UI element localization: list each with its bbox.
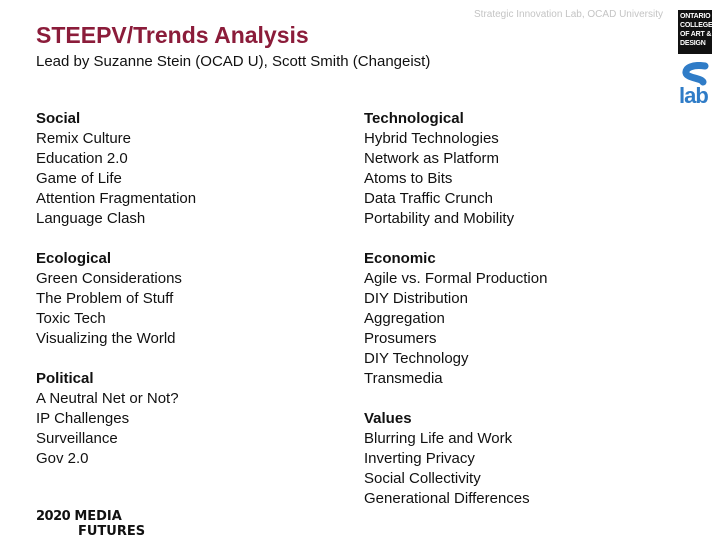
footer-logo-futures: FUTURES: [78, 524, 146, 539]
trend-item: Prosumers: [364, 330, 437, 347]
slide-title: STEEPV/Trends Analysis: [36, 22, 309, 48]
trend-item: The Problem of Stuff: [36, 290, 174, 307]
category-heading: Technological: [364, 110, 464, 127]
category-heading: Economic: [364, 250, 436, 267]
right-column: Technological Hybrid Technologies Networ…: [364, 109, 684, 529]
category-heading: Values: [364, 410, 412, 427]
ocad-logo-line: OF ART &: [680, 31, 712, 38]
category-social: Social Remix Culture Education 2.0 Game …: [36, 109, 336, 229]
trend-item: DIY Technology: [364, 350, 469, 367]
trend-item: Generational Differences: [364, 490, 530, 507]
trend-item: Game of Life: [36, 170, 122, 187]
header-credit: Strategic Innovation Lab, OCAD Universit…: [474, 9, 663, 20]
category-ecological: Ecological Green Considerations The Prob…: [36, 249, 336, 349]
category-political: Political A Neutral Net or Not? IP Chall…: [36, 369, 336, 469]
category-heading: Social: [36, 110, 81, 127]
ocad-logo-line: COLLEGE: [680, 22, 712, 29]
trend-item: Social Collectivity: [364, 470, 481, 487]
slab-s-icon: [682, 62, 709, 86]
slab-word: lab: [679, 83, 709, 108]
category-values: Values Blurring Life and Work Inverting …: [364, 409, 684, 509]
category-heading: Ecological: [36, 250, 112, 267]
slide-subtitle: Lead by Suzanne Stein (OCAD U), Scott Sm…: [36, 53, 431, 70]
trend-item: Education 2.0: [36, 150, 128, 167]
category-technological: Technological Hybrid Technologies Networ…: [364, 109, 684, 229]
trend-item: Remix Culture: [36, 130, 132, 147]
trend-item: Inverting Privacy: [364, 450, 475, 467]
trend-item: Network as Platform: [364, 150, 500, 167]
ocad-logo: ONTARIO COLLEGE OF ART & DESIGN: [678, 10, 712, 54]
footer-logo-media: MEDIA: [74, 509, 122, 524]
category-heading: Political: [36, 370, 94, 387]
trend-item: Language Clash: [36, 210, 146, 227]
trend-item: Gov 2.0: [36, 450, 89, 467]
left-column: Social Remix Culture Education 2.0 Game …: [36, 109, 336, 489]
trend-item: Attention Fragmentation: [36, 190, 197, 207]
trend-item: Portability and Mobility: [364, 210, 515, 227]
trend-item: IP Challenges: [36, 410, 130, 427]
trend-item: Green Considerations: [36, 270, 182, 287]
ocad-logo-line: ONTARIO: [680, 13, 711, 20]
category-economic: Economic Agile vs. Formal Production DIY…: [364, 249, 684, 389]
footer-logo-year: 2020: [36, 509, 71, 524]
trend-item: Data Traffic Crunch: [364, 190, 493, 207]
trend-item: Blurring Life and Work: [364, 430, 513, 447]
footer-logo: 2020 MEDIA FUTURES: [36, 509, 145, 539]
trend-item: Toxic Tech: [36, 310, 106, 327]
trend-item: Agile vs. Formal Production: [364, 270, 548, 287]
ocad-logo-line: DESIGN: [680, 40, 706, 47]
trend-item: Aggregation: [364, 310, 445, 327]
trend-item: Surveillance: [36, 430, 118, 447]
trend-item: Visualizing the World: [36, 330, 176, 347]
trend-item: Atoms to Bits: [364, 170, 453, 187]
trend-item: Transmedia: [364, 370, 443, 387]
trend-item: Hybrid Technologies: [364, 130, 499, 147]
trend-item: A Neutral Net or Not?: [36, 390, 179, 407]
trend-item: DIY Distribution: [364, 290, 468, 307]
